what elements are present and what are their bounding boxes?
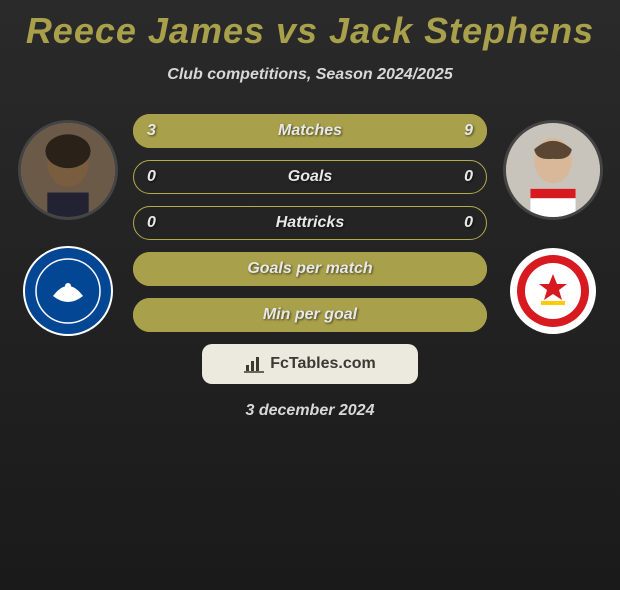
stat-row: Min per goal (133, 298, 487, 332)
left-player-avatar (18, 120, 118, 220)
comparison-row: 39Matches00Goals00HattricksGoals per mat… (10, 120, 610, 336)
stat-row: Goals per match (133, 252, 487, 286)
stat-label: Matches (133, 122, 487, 140)
right-club-crest (508, 246, 598, 336)
stat-row: 00Hattricks (133, 206, 487, 240)
stat-label: Hattricks (133, 214, 487, 232)
brand-badge: FcTables.com (202, 344, 418, 384)
right-player-col (495, 120, 610, 336)
stat-row: 39Matches (133, 114, 487, 148)
stat-label: Min per goal (133, 306, 487, 324)
bar-chart-icon (244, 355, 266, 373)
page-title: Reece James vs Jack Stephens (10, 10, 610, 52)
subtitle: Club competitions, Season 2024/2025 (10, 66, 610, 84)
date-line: 3 december 2024 (10, 402, 610, 420)
brand-text: FcTables.com (270, 355, 376, 373)
stat-label: Goals per match (133, 260, 487, 278)
right-player-avatar (503, 120, 603, 220)
stats-bars: 39Matches 00Goals 00Hattricks Goals per mat… (125, 114, 495, 332)
left-club-crest (23, 246, 113, 336)
stat-row: 00Goals (133, 160, 487, 194)
stat-label: Goals (133, 168, 487, 186)
left-player-col (10, 120, 125, 336)
